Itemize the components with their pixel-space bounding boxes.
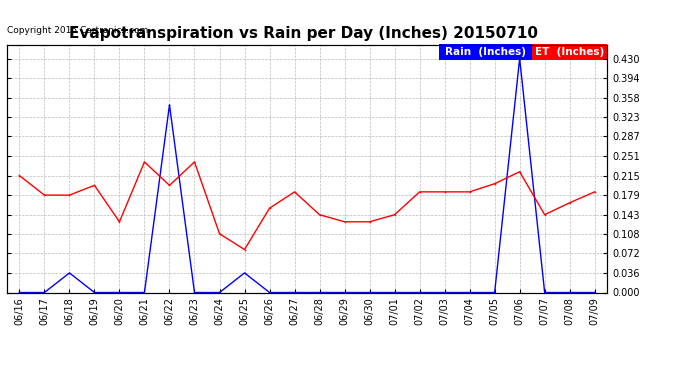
Text: Copyright 2015 Cartronics.com: Copyright 2015 Cartronics.com — [7, 26, 148, 35]
Text: Evapotranspiration vs Rain per Day (Inches) 20150710: Evapotranspiration vs Rain per Day (Inch… — [69, 26, 538, 41]
